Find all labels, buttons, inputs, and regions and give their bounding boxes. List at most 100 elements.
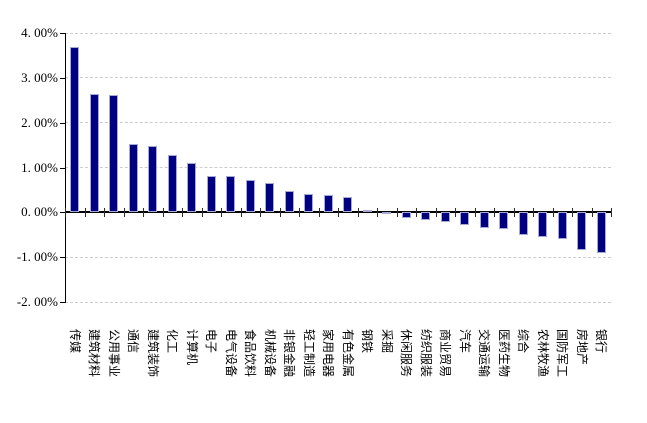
x-axis-tick xyxy=(182,208,183,218)
x-axis-category-label: 电气设备 xyxy=(223,329,238,378)
y-axis-tick xyxy=(60,167,65,169)
y-axis-tick-label: 2. 00% xyxy=(21,114,58,130)
bar-建筑材料 xyxy=(89,93,99,213)
bar-机械设备 xyxy=(265,182,275,213)
x-axis-tick xyxy=(162,208,164,218)
y-axis-tick xyxy=(60,212,65,214)
bar-有色金属 xyxy=(343,197,353,213)
y-axis-tick-label: -2. 00% xyxy=(16,294,58,309)
x-axis-category-label: 通信 xyxy=(126,329,141,354)
bar-传媒 xyxy=(70,46,80,213)
x-axis-tick xyxy=(435,208,437,218)
bar-钢铁 xyxy=(362,209,372,213)
x-axis-category-label: 轻工制造 xyxy=(301,329,316,378)
x-axis-category-label: 交通运输 xyxy=(477,329,492,378)
gridline xyxy=(65,256,611,258)
bar-建筑装饰 xyxy=(148,146,158,213)
x-axis-tick xyxy=(513,208,515,218)
x-axis-category-label: 非银金融 xyxy=(282,329,297,378)
x-axis-category-label: 商业贸易 xyxy=(438,329,453,378)
x-axis-tick xyxy=(416,208,417,218)
x-axis-tick xyxy=(396,208,398,218)
x-axis-tick xyxy=(318,208,320,218)
x-axis-category-label: 电子 xyxy=(204,329,219,354)
bar-农林牧渔 xyxy=(538,212,548,237)
y-axis-tick xyxy=(60,122,65,124)
x-axis-tick xyxy=(104,208,105,218)
bar-休闲服务 xyxy=(401,212,411,219)
bar-汽车 xyxy=(460,212,470,226)
bar-非银金融 xyxy=(284,191,294,213)
x-axis-tick xyxy=(474,208,476,218)
x-axis-category-label: 汽车 xyxy=(457,329,472,354)
x-axis-category-label: 钢铁 xyxy=(360,329,375,354)
y-axis-tick-label: 3. 00% xyxy=(21,69,58,85)
x-axis-tick xyxy=(123,208,125,218)
x-axis-category-label: 家用电器 xyxy=(321,329,336,378)
x-axis-tick xyxy=(260,208,261,218)
x-axis-tick xyxy=(338,208,339,218)
x-axis-tick xyxy=(377,208,378,218)
y-axis-tick xyxy=(60,257,65,259)
x-axis-category-label: 建筑材料 xyxy=(87,329,102,378)
x-axis-category-label: 采掘 xyxy=(379,329,394,354)
y-axis-tick-label: 1. 00% xyxy=(21,159,58,175)
bar-综合 xyxy=(518,212,528,236)
bar-纺织服装 xyxy=(421,212,431,220)
x-axis-category-label: 综合 xyxy=(516,329,531,354)
bar-电子 xyxy=(206,175,216,213)
y-axis-tick xyxy=(60,33,65,34)
y-axis-line xyxy=(65,33,66,303)
gridline xyxy=(65,301,611,303)
x-axis-category-label: 医药生物 xyxy=(496,329,511,378)
x-axis-category-label: 化工 xyxy=(165,329,180,354)
bar-国防军工 xyxy=(557,212,567,240)
bar-食品饮料 xyxy=(245,179,255,213)
bar-通信 xyxy=(128,143,138,213)
x-axis-tick xyxy=(65,208,66,218)
x-axis-tick xyxy=(143,208,144,218)
x-axis-tick xyxy=(357,208,359,218)
x-axis-tick xyxy=(494,208,495,218)
x-axis-tick xyxy=(455,208,456,218)
bar-交通运输 xyxy=(479,212,489,229)
x-axis-category-label: 传媒 xyxy=(67,329,82,354)
x-axis-category-label: 计算机 xyxy=(184,329,199,366)
y-axis-tick xyxy=(60,77,65,79)
x-axis-tick xyxy=(279,208,281,218)
x-axis-tick xyxy=(201,208,203,218)
x-axis-tick xyxy=(591,208,593,218)
x-axis-category-label: 建筑装饰 xyxy=(145,329,160,378)
bar-房地产 xyxy=(577,212,587,250)
x-axis-category-label: 农林牧渔 xyxy=(535,329,550,378)
bar-电气设备 xyxy=(226,176,236,213)
x-axis-category-label: 房地产 xyxy=(574,329,589,366)
bar-采掘 xyxy=(382,212,392,215)
x-axis-category-label: 休闲服务 xyxy=(399,329,414,378)
x-axis-tick xyxy=(552,208,554,218)
x-axis-tick xyxy=(221,208,222,218)
bar-家用电器 xyxy=(323,194,333,213)
gridline xyxy=(65,122,611,124)
x-axis-category-label: 公用事业 xyxy=(106,329,121,378)
x-axis-tick xyxy=(84,208,86,218)
y-axis-tick xyxy=(60,302,65,303)
bar-银行 xyxy=(596,212,606,254)
x-axis-tick xyxy=(572,208,573,218)
bar-化工 xyxy=(167,154,177,213)
x-axis-category-label: 机械设备 xyxy=(262,329,277,378)
bar-商业贸易 xyxy=(440,212,450,222)
gridline xyxy=(65,167,611,168)
x-axis-category-label: 国防军工 xyxy=(555,329,570,378)
y-axis-tick-label: 4. 00% xyxy=(21,25,58,40)
y-axis-tick-label: -1. 00% xyxy=(16,249,58,265)
bar-医药生物 xyxy=(499,212,509,230)
x-axis-tick xyxy=(533,208,534,218)
x-axis-tick xyxy=(299,208,300,218)
y-axis-tick-label: 0. 00% xyxy=(21,204,58,220)
bar-公用事业 xyxy=(109,95,119,213)
x-axis-category-label: 纺织服装 xyxy=(418,329,433,378)
gridline xyxy=(65,32,611,34)
bar-计算机 xyxy=(187,163,197,213)
